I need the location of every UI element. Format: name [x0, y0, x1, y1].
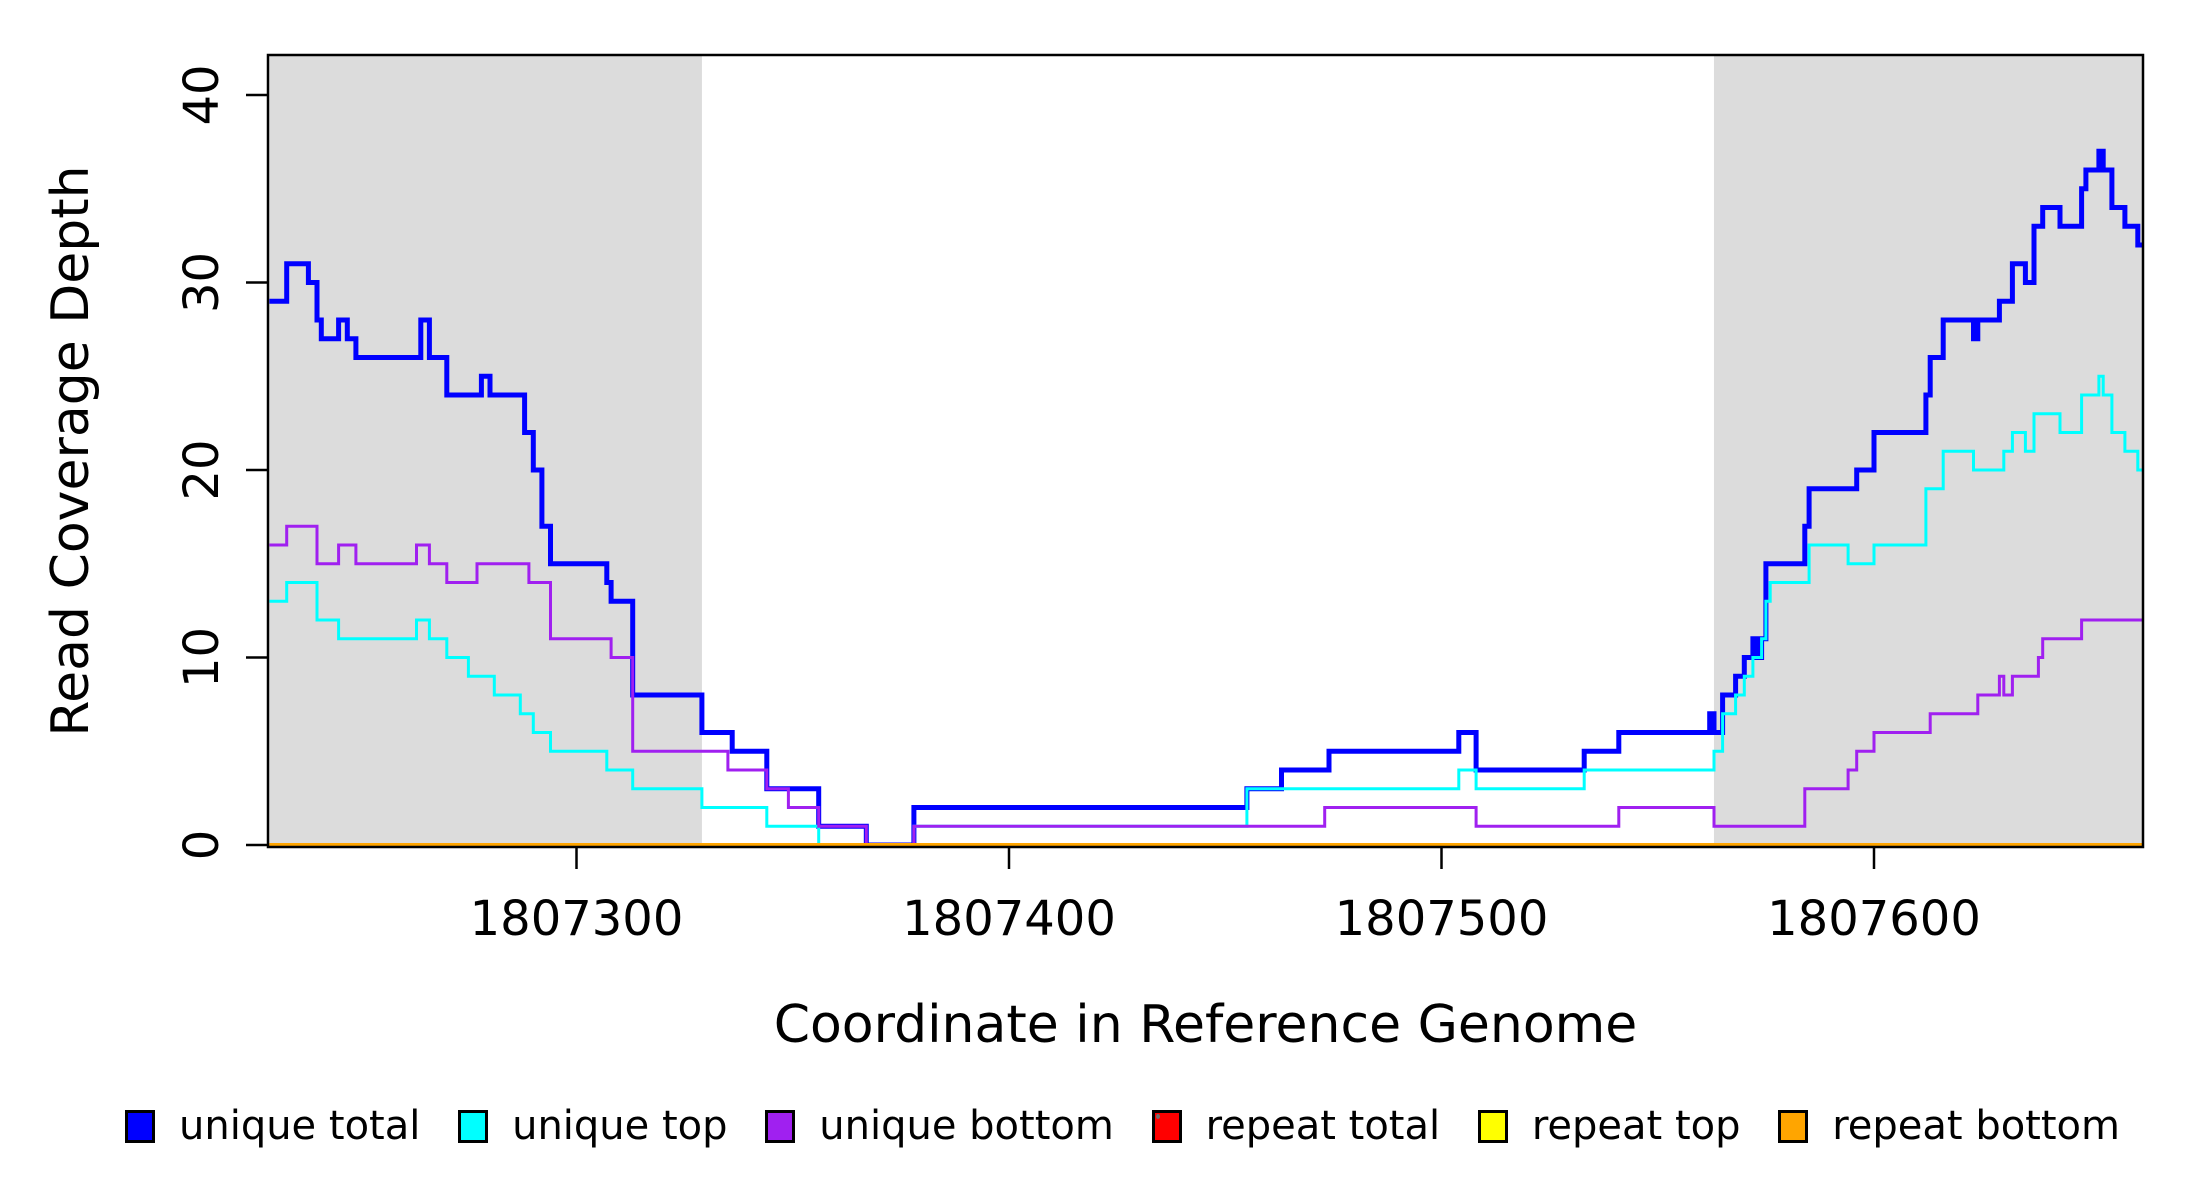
shaded-region: [1713, 55, 2143, 847]
unique-top-swatch-icon: [458, 1109, 489, 1143]
y-tick-label: 10: [174, 627, 230, 688]
x-tick-label: 1807600: [1767, 891, 1981, 947]
legend-item-unique-bottom: unique bottom: [765, 1103, 1114, 1149]
legend-item-repeat-top: repeat top: [1477, 1103, 1741, 1149]
x-tick-label: 1807300: [470, 891, 684, 947]
y-tick-label: 20: [174, 439, 230, 500]
unique-total-swatch-icon: [125, 1109, 155, 1143]
plot-border: [266, 53, 2145, 849]
legend-label: repeat bottom: [1832, 1103, 2120, 1149]
legend-item-repeat-bottom: repeat bottom: [1778, 1103, 2120, 1149]
x-tick-label: 1807400: [902, 891, 1116, 947]
legend-label: repeat top: [1531, 1103, 1741, 1149]
shaded-regions: [269, 55, 2143, 847]
series-line-unique-total: [269, 148, 2143, 848]
axes: 0 10 20 30 40 1807300 1807400 1807500 1807600 Coo…: [41, 53, 2145, 1055]
shaded-region: [269, 55, 702, 847]
legend-label: unique total: [179, 1103, 421, 1149]
series-line-unique-top: [269, 374, 2143, 847]
y-axis-title: Read Coverage Depth: [41, 165, 101, 736]
legend-label: repeat total: [1205, 1103, 1441, 1149]
y-tick-label: 0: [174, 830, 230, 861]
legend-label: unique bottom: [819, 1103, 1114, 1149]
legend-label: unique top: [512, 1103, 728, 1149]
x-axis-title: Coordinate in Reference Genome: [774, 995, 1638, 1055]
stray-mark: [1156, 1114, 1160, 1119]
coverage-series-lines: [269, 148, 2143, 848]
unique-bottom-swatch-icon: [765, 1109, 796, 1143]
legend-item-unique-top: unique top: [458, 1103, 728, 1149]
legend-item-unique-total: unique total: [125, 1103, 420, 1149]
x-tick-label: 1807500: [1335, 891, 1549, 947]
legend-item-repeat-total: repeat total: [1151, 1103, 1441, 1149]
y-tick-label: 40: [174, 64, 230, 125]
repeat-bottom-swatch-icon: [1778, 1109, 1809, 1143]
chart-legend: unique total unique top unique bottom re…: [125, 1096, 2120, 1156]
repeat-top-swatch-icon: [1477, 1109, 1508, 1143]
y-tick-label: 30: [174, 252, 230, 313]
